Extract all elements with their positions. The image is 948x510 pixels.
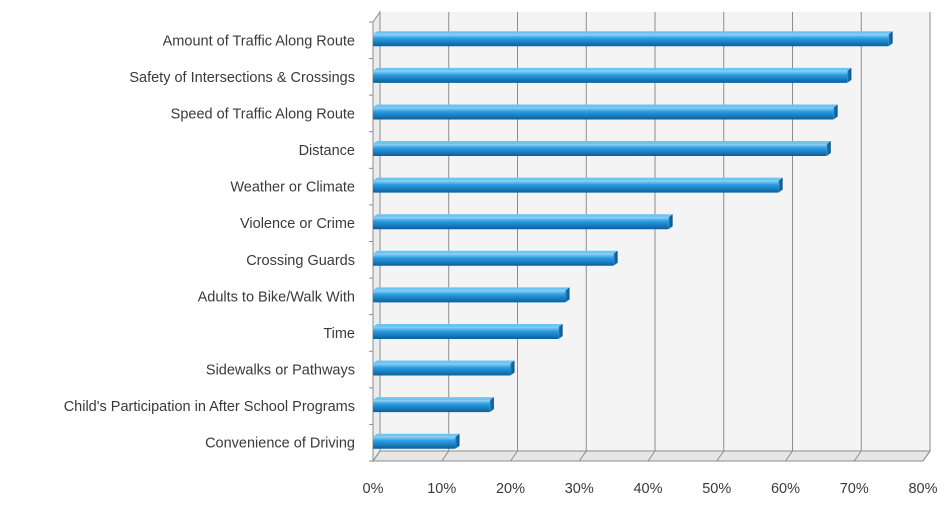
category-label: Child's Participation in After School Pr… — [64, 399, 355, 415]
bar — [373, 397, 494, 413]
bar — [373, 177, 783, 193]
category-label: Safety of Intersections & Crossings — [129, 70, 355, 86]
bar — [373, 323, 563, 339]
category-label: Convenience of Driving — [205, 436, 355, 452]
category-label: Weather or Climate — [230, 180, 355, 196]
category-label: Distance — [299, 143, 355, 159]
bar — [373, 250, 618, 266]
gridline — [441, 12, 450, 462]
x-tick-label: 0% — [363, 481, 384, 497]
gridline — [716, 12, 725, 462]
x-tick-label: 80% — [908, 481, 937, 497]
bar — [373, 214, 673, 230]
category-labels: Amount of Traffic Along Route Safety of I… — [64, 33, 355, 451]
category-label: Time — [323, 326, 355, 342]
x-tick-label: 50% — [702, 481, 731, 497]
gridline — [785, 12, 793, 462]
gridline — [510, 12, 518, 462]
x-axis-tick-labels: 0% 10% 20% 30% 40% 50% 60% 70% 80% — [363, 481, 938, 497]
category-label: Sidewalks or Pathways — [206, 363, 355, 379]
x-tick-label: 20% — [496, 481, 525, 497]
gridline — [853, 12, 862, 462]
gridline — [372, 12, 381, 462]
bar — [373, 141, 831, 157]
bar — [373, 433, 460, 449]
bar — [373, 67, 852, 83]
x-tick-label: 40% — [633, 481, 662, 497]
category-label: Crossing Guards — [246, 253, 355, 269]
gridline — [578, 12, 587, 462]
gridlines — [369, 12, 931, 462]
x-tick-label: 10% — [427, 481, 456, 497]
category-label: Speed of Traffic Along Route — [171, 106, 355, 122]
category-label: Violence or Crime — [240, 216, 355, 232]
bar — [373, 104, 838, 120]
x-tick-label: 60% — [771, 481, 800, 497]
x-tick-label: 70% — [840, 481, 869, 497]
gridline — [922, 12, 931, 462]
bar — [373, 360, 515, 376]
bar — [373, 31, 893, 47]
bar — [373, 287, 570, 303]
category-label: Amount of Traffic Along Route — [163, 33, 355, 49]
gridline — [647, 12, 656, 462]
x-tick-label: 30% — [565, 481, 594, 497]
category-label: Adults to Bike/Walk With — [198, 289, 355, 305]
bars — [373, 31, 893, 449]
